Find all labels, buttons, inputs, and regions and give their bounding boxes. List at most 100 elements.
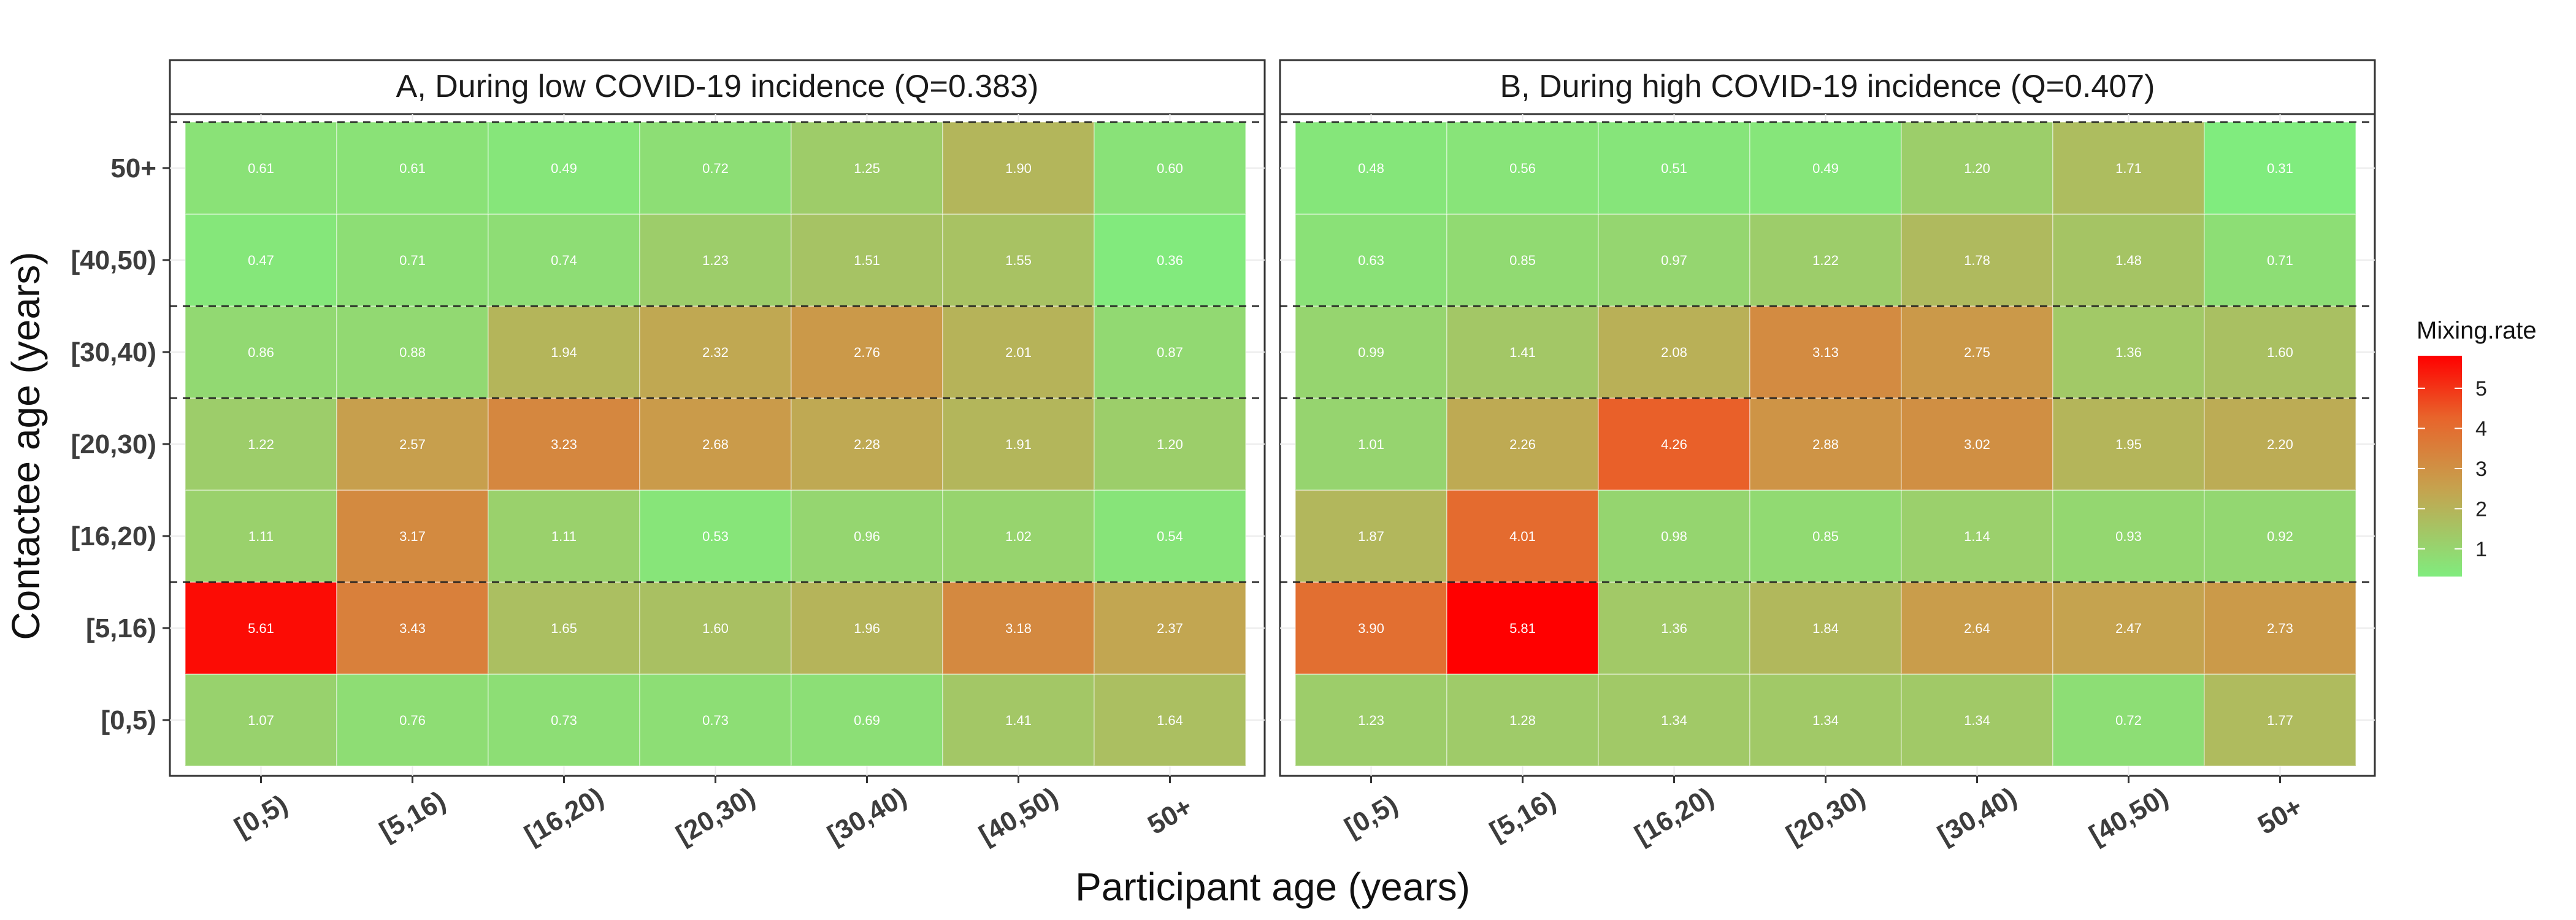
heatmap-cell bbox=[1295, 581, 1447, 675]
cell-value-label: 2.20 bbox=[2267, 437, 2293, 452]
heatmap-cell bbox=[336, 581, 489, 675]
panel-b-x-ticks: [0,5) [5,16) [16,20) [20,30) [30,40) [40,50) 5… bbox=[1340, 776, 2307, 851]
heatmap-cell bbox=[1598, 397, 1750, 491]
cell-value-label: 0.73 bbox=[551, 713, 577, 728]
cell-value-label: 0.72 bbox=[702, 161, 729, 176]
heatmap-cell bbox=[1598, 673, 1750, 767]
heatmap-cell bbox=[2204, 673, 2356, 767]
heatmap-cell bbox=[942, 121, 1095, 215]
cell-value-label: 1.20 bbox=[1964, 161, 1990, 176]
heatmap-cell bbox=[1749, 305, 1902, 399]
cell-value-label: 4.01 bbox=[1509, 529, 1536, 544]
cell-value-label: 2.47 bbox=[2115, 621, 2142, 636]
heatmap-cell bbox=[1094, 581, 1246, 675]
heatmap-cell bbox=[791, 581, 943, 675]
cell-value-label: 0.71 bbox=[399, 253, 426, 268]
heatmap-cell bbox=[336, 305, 489, 399]
heatmap-cell bbox=[336, 397, 489, 491]
heatmap-cell bbox=[2204, 489, 2356, 583]
heatmap-cell bbox=[2204, 581, 2356, 675]
cell-value-label: 1.41 bbox=[1509, 345, 1536, 360]
cell-value-label: 0.61 bbox=[248, 161, 274, 176]
heatmap-cell bbox=[2052, 121, 2205, 215]
heatmap-cell bbox=[185, 673, 337, 767]
legend: Mixing.rate 1 2 3 4 5 bbox=[2417, 317, 2537, 577]
heatmap-cell bbox=[1749, 581, 1902, 675]
cell-value-label: 0.93 bbox=[2115, 529, 2142, 544]
cell-value-label: 0.54 bbox=[1157, 529, 1183, 544]
heatmap-cell bbox=[1094, 305, 1246, 399]
heatmap-cell bbox=[791, 305, 943, 399]
cell-value-label: 1.41 bbox=[1005, 713, 1032, 728]
panel-b-title: B, During high COVID-19 incidence (Q=0.4… bbox=[1500, 69, 2155, 104]
cell-value-label: 0.51 bbox=[1661, 161, 1687, 176]
cell-value-label: 0.49 bbox=[1812, 161, 1839, 176]
heatmap-cell bbox=[1446, 397, 1599, 491]
heatmap-cell bbox=[1598, 213, 1750, 307]
panel-a-cell-labels: 1.07 0.76 0.73 0.73 0.69 1.41 1.64 5.61 3.43 1.65… bbox=[248, 161, 1183, 728]
heatmap-cell bbox=[1446, 581, 1599, 675]
heatmap-cell bbox=[639, 397, 792, 491]
y-axis-ticks: [0,5) [5,16) [16,20) [20,30) [30,40) [40,50) 5… bbox=[71, 153, 170, 735]
x-tick-label: 50+ bbox=[2253, 792, 2307, 841]
cell-value-label: 4.26 bbox=[1661, 437, 1687, 452]
heatmap-cell bbox=[1901, 121, 2053, 215]
cell-value-label: 1.84 bbox=[1812, 621, 1839, 636]
cell-value-label: 0.73 bbox=[702, 713, 729, 728]
cell-value-label: 0.31 bbox=[2267, 161, 2293, 176]
heatmap-cell bbox=[791, 673, 943, 767]
cell-value-label: 3.43 bbox=[399, 621, 426, 636]
heatmap-cell bbox=[942, 581, 1095, 675]
heatmap-cell bbox=[791, 397, 943, 491]
cell-value-label: 0.36 bbox=[1157, 253, 1183, 268]
cell-value-label: 2.73 bbox=[2267, 621, 2293, 636]
cell-value-label: 2.26 bbox=[1509, 437, 1536, 452]
cell-value-label: 1.20 bbox=[1157, 437, 1183, 452]
heatmap-cell bbox=[942, 397, 1095, 491]
cell-value-label: 1.87 bbox=[1358, 529, 1384, 544]
panel-b-dashed-lines bbox=[1280, 121, 2375, 583]
heatmap-cell bbox=[942, 489, 1095, 583]
x-tick-label: 50+ bbox=[1143, 792, 1197, 841]
legend-tick-label: 2 bbox=[2475, 497, 2487, 521]
panel-a-dashed-lines bbox=[170, 121, 1265, 583]
cell-value-label: 0.86 bbox=[248, 345, 274, 360]
panel-b: B, During high COVID-19 incidence (Q=0.4… bbox=[1279, 59, 2376, 851]
heatmap-cell bbox=[2052, 673, 2205, 767]
heatmap-cell bbox=[1295, 397, 1447, 491]
legend-title: Mixing.rate bbox=[2417, 317, 2537, 344]
heatmap-cell bbox=[1598, 121, 1750, 215]
y-tick-label: [0,5) bbox=[101, 705, 156, 735]
heatmap-cell bbox=[185, 121, 337, 215]
cell-value-label: 1.34 bbox=[1964, 713, 1990, 728]
cell-value-label: 1.07 bbox=[248, 713, 274, 728]
x-tick-label: [30,40) bbox=[822, 781, 911, 850]
x-axis-title: Participant age (years) bbox=[1075, 865, 1470, 909]
cell-value-label: 1.11 bbox=[248, 529, 274, 544]
heatmap-cell bbox=[185, 397, 337, 491]
heatmap-cell bbox=[942, 673, 1095, 767]
heatmap-cell bbox=[2204, 397, 2356, 491]
cell-value-label: 2.32 bbox=[702, 345, 729, 360]
heatmap-cell bbox=[1446, 121, 1599, 215]
cell-value-label: 1.02 bbox=[1005, 529, 1032, 544]
heatmap-cell bbox=[639, 213, 792, 307]
cell-value-label: 0.87 bbox=[1157, 345, 1183, 360]
cell-value-label: 2.75 bbox=[1964, 345, 1990, 360]
cell-value-label: 2.28 bbox=[854, 437, 880, 452]
heatmap-cell bbox=[1901, 397, 2053, 491]
heatmap-cell bbox=[639, 121, 792, 215]
x-tick-label: [40,50) bbox=[974, 781, 1063, 850]
heatmap-cell bbox=[1295, 121, 1447, 215]
x-tick-label: [5,16) bbox=[1485, 785, 1561, 846]
x-tick-label: [30,40) bbox=[1933, 781, 2022, 850]
y-tick-label: [20,30) bbox=[71, 429, 156, 459]
y-tick-label: [40,50) bbox=[71, 245, 156, 275]
heatmap-cell bbox=[2052, 213, 2205, 307]
cell-value-label: 0.96 bbox=[854, 529, 880, 544]
panel-a-cells bbox=[185, 121, 1246, 767]
heatmap-cell bbox=[336, 489, 489, 583]
cell-value-label: 1.94 bbox=[551, 345, 577, 360]
cell-value-label: 1.36 bbox=[1661, 621, 1687, 636]
